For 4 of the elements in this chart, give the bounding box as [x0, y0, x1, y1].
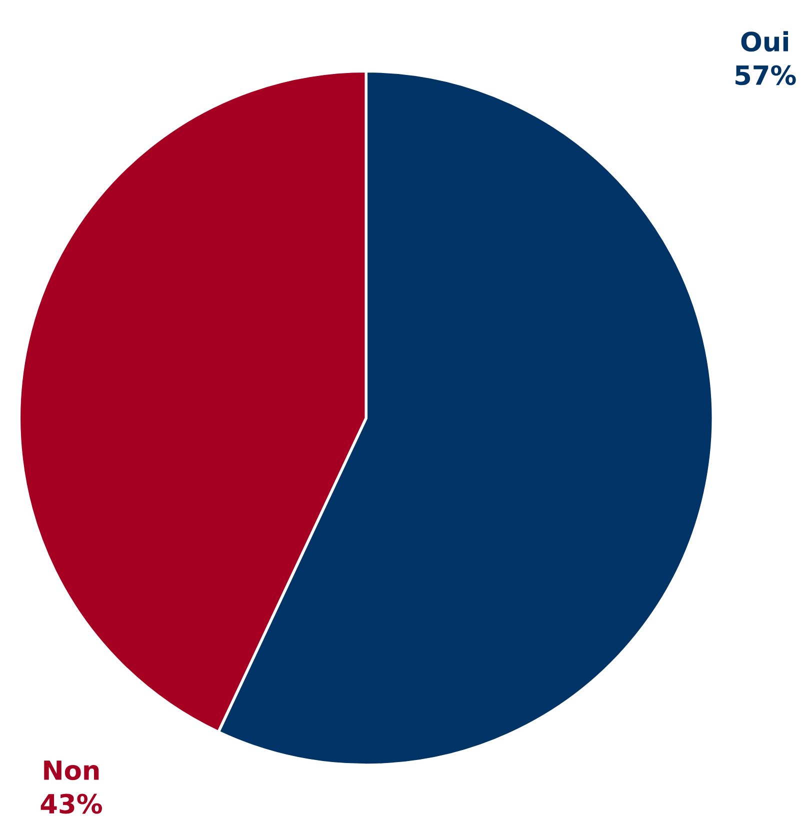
- slice-label: Non: [44, 760, 99, 780]
- data-label: 43%: [40, 794, 102, 814]
- data-label: 57%: [736, 65, 796, 86]
- slice-label: Oui: [741, 31, 788, 52]
